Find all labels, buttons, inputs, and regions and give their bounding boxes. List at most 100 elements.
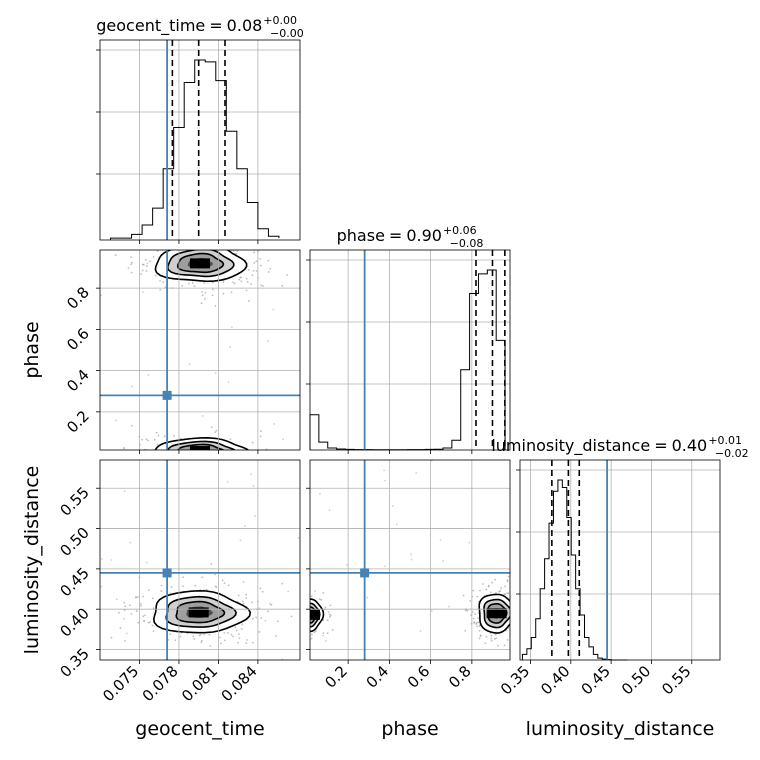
sample-point: [237, 594, 240, 597]
sample-point: [252, 455, 254, 457]
sample-point: [507, 592, 510, 595]
sample-point: [301, 625, 303, 627]
sample-point: [175, 237, 177, 239]
sample-point: [123, 447, 125, 450]
sample-point: [281, 582, 284, 585]
sample-point: [141, 438, 144, 441]
sample-point: [275, 452, 277, 454]
sample-point: [124, 639, 127, 642]
sample-point: [189, 462, 191, 464]
data-layer: [110, 40, 628, 661]
sample-point: [226, 247, 228, 249]
x-tick-label-phase: 0.6: [404, 662, 434, 692]
sample-point: [155, 431, 158, 434]
truth-marker: [162, 568, 172, 578]
sample-point: [179, 635, 182, 638]
sample-point: [242, 242, 244, 244]
sample-point: [307, 627, 309, 629]
x-tick-label-geocent-time: 0.084: [218, 662, 261, 705]
sample-point: [259, 435, 262, 438]
sample-point: [234, 626, 237, 629]
sample-point: [156, 443, 159, 446]
sample-point: [130, 385, 133, 388]
sample-point: [208, 245, 210, 247]
sample-point: [165, 248, 167, 250]
sample-point: [215, 454, 217, 456]
sample-point: [308, 616, 310, 618]
sample-point: [170, 586, 173, 588]
sample-point: [301, 638, 303, 640]
truth-marker: [360, 568, 370, 578]
truth-layer: [100, 40, 608, 660]
sample-point: [230, 326, 233, 329]
sample-point: [215, 429, 218, 432]
sample-point: [151, 597, 154, 600]
sample-point: [213, 466, 215, 468]
sample-point: [472, 617, 475, 620]
sample-point: [511, 616, 513, 618]
sample-point: [207, 457, 209, 459]
sample-point: [290, 615, 293, 618]
sample-point: [185, 245, 187, 247]
sample-point: [493, 638, 496, 640]
sample-point: [254, 515, 256, 517]
sample-point: [516, 626, 518, 628]
x-axis-label-geocent-time: geocent_time: [135, 718, 264, 740]
sample-point: [293, 599, 295, 601]
sample-point: [251, 601, 253, 604]
sample-point: [328, 613, 331, 616]
sample-point: [267, 610, 269, 613]
sample-point: [462, 594, 465, 597]
sample-point: [147, 374, 150, 376]
sample-point: [297, 634, 299, 636]
sample-point: [251, 617, 254, 620]
title-value: 0.40: [672, 436, 708, 455]
sample-point: [513, 607, 515, 609]
sample-point: [513, 616, 515, 618]
sample-point: [320, 599, 323, 601]
sample-point: [214, 305, 217, 307]
sample-point: [227, 632, 229, 634]
sample-point: [100, 294, 102, 297]
title-name: phase: [337, 226, 385, 245]
sample-point: [213, 461, 215, 463]
title-name: luminosity_distance: [491, 436, 650, 456]
sample-point: [515, 603, 517, 605]
sample-point: [205, 247, 207, 249]
sample-point: [207, 455, 209, 457]
density-peak: [190, 446, 210, 450]
sample-point: [203, 231, 205, 233]
sample-point: [294, 622, 296, 624]
sample-point: [526, 600, 528, 602]
sample-point: [255, 260, 258, 263]
sample-point: [305, 607, 307, 609]
density-geocent-time-vs-luminosity-distance: [100, 473, 300, 660]
sample-point: [187, 282, 190, 285]
sample-point: [326, 619, 329, 622]
sample-point: [222, 281, 225, 284]
sample-point: [152, 256, 155, 258]
sample-point: [469, 600, 472, 602]
title-plus: +0.01: [708, 434, 742, 447]
sample-point: [276, 620, 279, 623]
density-peak: [310, 609, 320, 620]
x-tick-label-geocent-time: 0.078: [139, 662, 182, 705]
panel-frame: [99, 459, 301, 661]
sample-point: [266, 457, 268, 459]
sample-point: [145, 457, 147, 459]
sample-point: [251, 246, 253, 248]
sample-point: [123, 601, 125, 604]
sample-point: [143, 454, 145, 456]
sample-point: [265, 241, 267, 243]
sample-point: [308, 602, 310, 604]
title-plus: +0.06: [443, 224, 477, 237]
x-tick-label-luminosity-distance: 0.45: [578, 662, 614, 698]
panel-title-phase: phase = 0.90+0.06 −0.08: [337, 224, 484, 250]
sample-point: [163, 435, 166, 438]
sample-point: [188, 363, 191, 366]
sample-point: [281, 284, 284, 287]
sample-point: [490, 637, 493, 640]
sample-point: [152, 607, 155, 610]
sample-point: [144, 259, 147, 261]
sample-point: [145, 438, 148, 441]
